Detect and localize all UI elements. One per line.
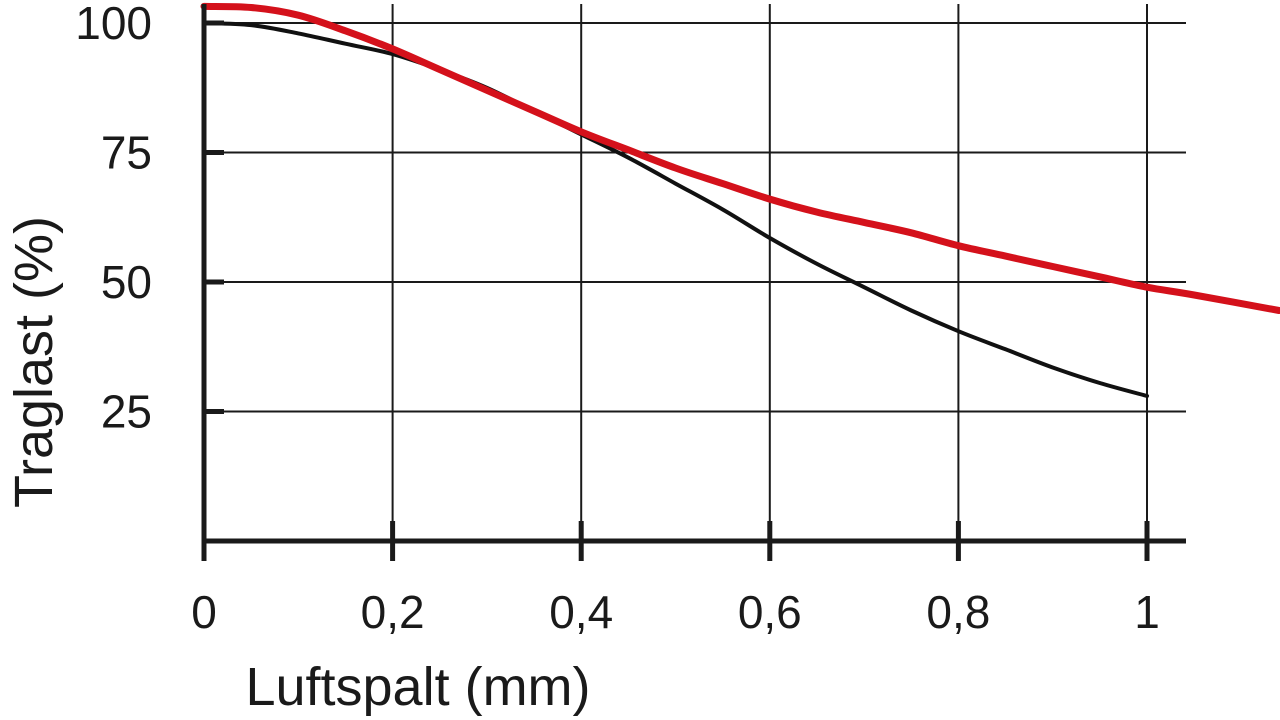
series-line-black xyxy=(202,21,1149,398)
x-tick-label: 0,2 xyxy=(361,586,425,638)
axes xyxy=(201,4,1186,561)
y-tick-label: 100 xyxy=(75,0,152,49)
series-line-red xyxy=(200,2,1280,314)
x-tick-label: 0,6 xyxy=(738,586,802,638)
x-tick-label: 1 xyxy=(1134,586,1160,638)
x-tick-label: 0,8 xyxy=(926,586,990,638)
x-tick-label: 0,4 xyxy=(549,586,613,638)
y-tick-label: 75 xyxy=(101,127,152,179)
x-axis-title: Luftspalt (mm) xyxy=(245,657,590,717)
tick-labels: 0 0,2 0,4 0,6 0,8 1 25 50 75 100 xyxy=(75,0,1160,638)
grid xyxy=(204,4,1186,541)
x-tick-label: 0 xyxy=(191,586,217,638)
series-layer xyxy=(200,2,1280,398)
y-axis-title: Traglast (%) xyxy=(4,216,64,508)
y-tick-label: 50 xyxy=(101,256,152,308)
y-tick-label: 25 xyxy=(101,386,152,438)
